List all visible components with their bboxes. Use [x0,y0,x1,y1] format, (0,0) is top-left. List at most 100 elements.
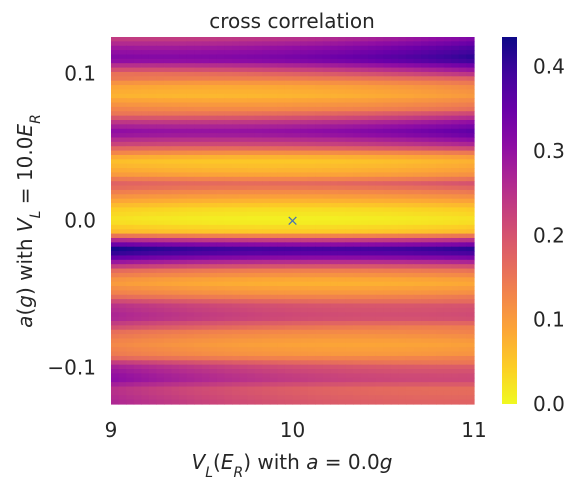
heatmap-cell [239,377,248,383]
heatmap-cell [436,211,445,217]
heatmap-cell [383,251,392,257]
heatmap-cell [141,102,150,108]
heatmap-cell [360,237,369,243]
heatmap-cell [360,320,369,326]
heatmap-cell [353,50,362,56]
heatmap-cell [239,303,248,309]
heatmap-cell [315,325,324,331]
heatmap-cell [216,334,226,340]
heatmap-cell [239,137,248,143]
heatmap-cell [148,67,157,73]
heatmap-cell [262,163,271,169]
heatmap-cell [292,203,301,208]
heatmap-cell [345,334,354,340]
heatmap-cell [405,220,415,226]
heatmap-cell [466,111,475,117]
heatmap-cell [405,211,415,217]
heatmap-cell [421,233,430,239]
marker-point: × [286,212,299,230]
heatmap-cell [300,342,309,348]
heatmap-cell [466,386,475,392]
heatmap-cell [118,382,127,388]
heatmap-cell [269,45,278,51]
heatmap-cell [194,329,203,335]
heatmap-cell [307,399,316,405]
heatmap-cell [277,233,286,239]
heatmap-cell [390,80,399,86]
heatmap-cell [398,216,407,222]
heatmap-cell [458,185,468,191]
heatmap-cell [451,259,460,265]
heatmap-cell [269,37,278,42]
heatmap-cell [247,80,256,86]
heatmap-cell [360,124,369,130]
heatmap-cell [421,220,430,226]
heatmap-cell [337,71,347,77]
heatmap-cell [390,120,399,125]
heatmap-cell [292,290,301,296]
heatmap-cell [254,211,263,217]
heatmap-cell [141,106,150,112]
heatmap-cell [118,85,127,91]
heatmap-cell [466,67,475,73]
heatmap-cell [330,137,339,143]
heatmap-cell [126,299,135,305]
heatmap-cell [201,220,210,226]
heatmap-cell [201,373,210,379]
heatmap-cell [360,281,369,287]
heatmap-cell [186,334,195,340]
heatmap-cell [232,50,241,56]
heatmap-cell [300,294,309,300]
heatmap-cell [247,251,256,257]
heatmap-cell [345,80,354,86]
heatmap-cell [163,377,173,383]
heatmap-cell [353,106,362,112]
heatmap-cell [300,390,309,396]
heatmap-cell [224,176,233,182]
heatmap-cell [443,50,452,56]
heatmap-cell [118,329,127,335]
heatmap-cell [133,63,142,69]
heatmap-cell [353,338,362,344]
heatmap-cell [383,294,392,300]
heatmap-cell [345,268,354,274]
heatmap-cell [224,316,233,322]
heatmap-cell [368,338,377,344]
heatmap-cell [315,133,324,139]
heatmap-cell [269,120,278,125]
heatmap-cell [277,299,286,305]
heatmap-cell [247,272,256,278]
heatmap-cell [383,54,392,60]
heatmap-cell [156,194,165,200]
heatmap-cell [232,268,241,274]
heatmap-cell [421,37,430,42]
heatmap-cell [292,351,301,357]
heatmap-cell [421,290,430,296]
heatmap-cell [277,364,286,370]
heatmap-cell [451,233,460,239]
heatmap-cell [458,259,468,265]
heatmap-cell [368,229,377,235]
heatmap-cell [398,198,407,204]
heatmap-cell [133,251,142,257]
heatmap-cell [368,137,377,143]
heatmap-cell [201,207,210,213]
heatmap-cell [368,106,377,112]
heatmap-cell [194,141,203,147]
heatmap-cell [133,211,142,217]
heatmap-cell [247,181,256,187]
heatmap-cell [224,334,233,340]
heatmap-cell [247,163,256,169]
heatmap-cell [368,163,377,169]
heatmap-cell [171,189,180,195]
heatmap-cell [405,386,415,392]
heatmap-cell [284,203,294,208]
heatmap-cell [421,329,430,335]
heatmap-cell [443,251,452,257]
heatmap-cell [269,224,278,230]
heatmap-cell [458,277,468,283]
heatmap-cell [375,189,384,195]
heatmap-cell [458,41,468,47]
heatmap-cell [186,220,195,226]
heatmap-cell [398,233,407,239]
